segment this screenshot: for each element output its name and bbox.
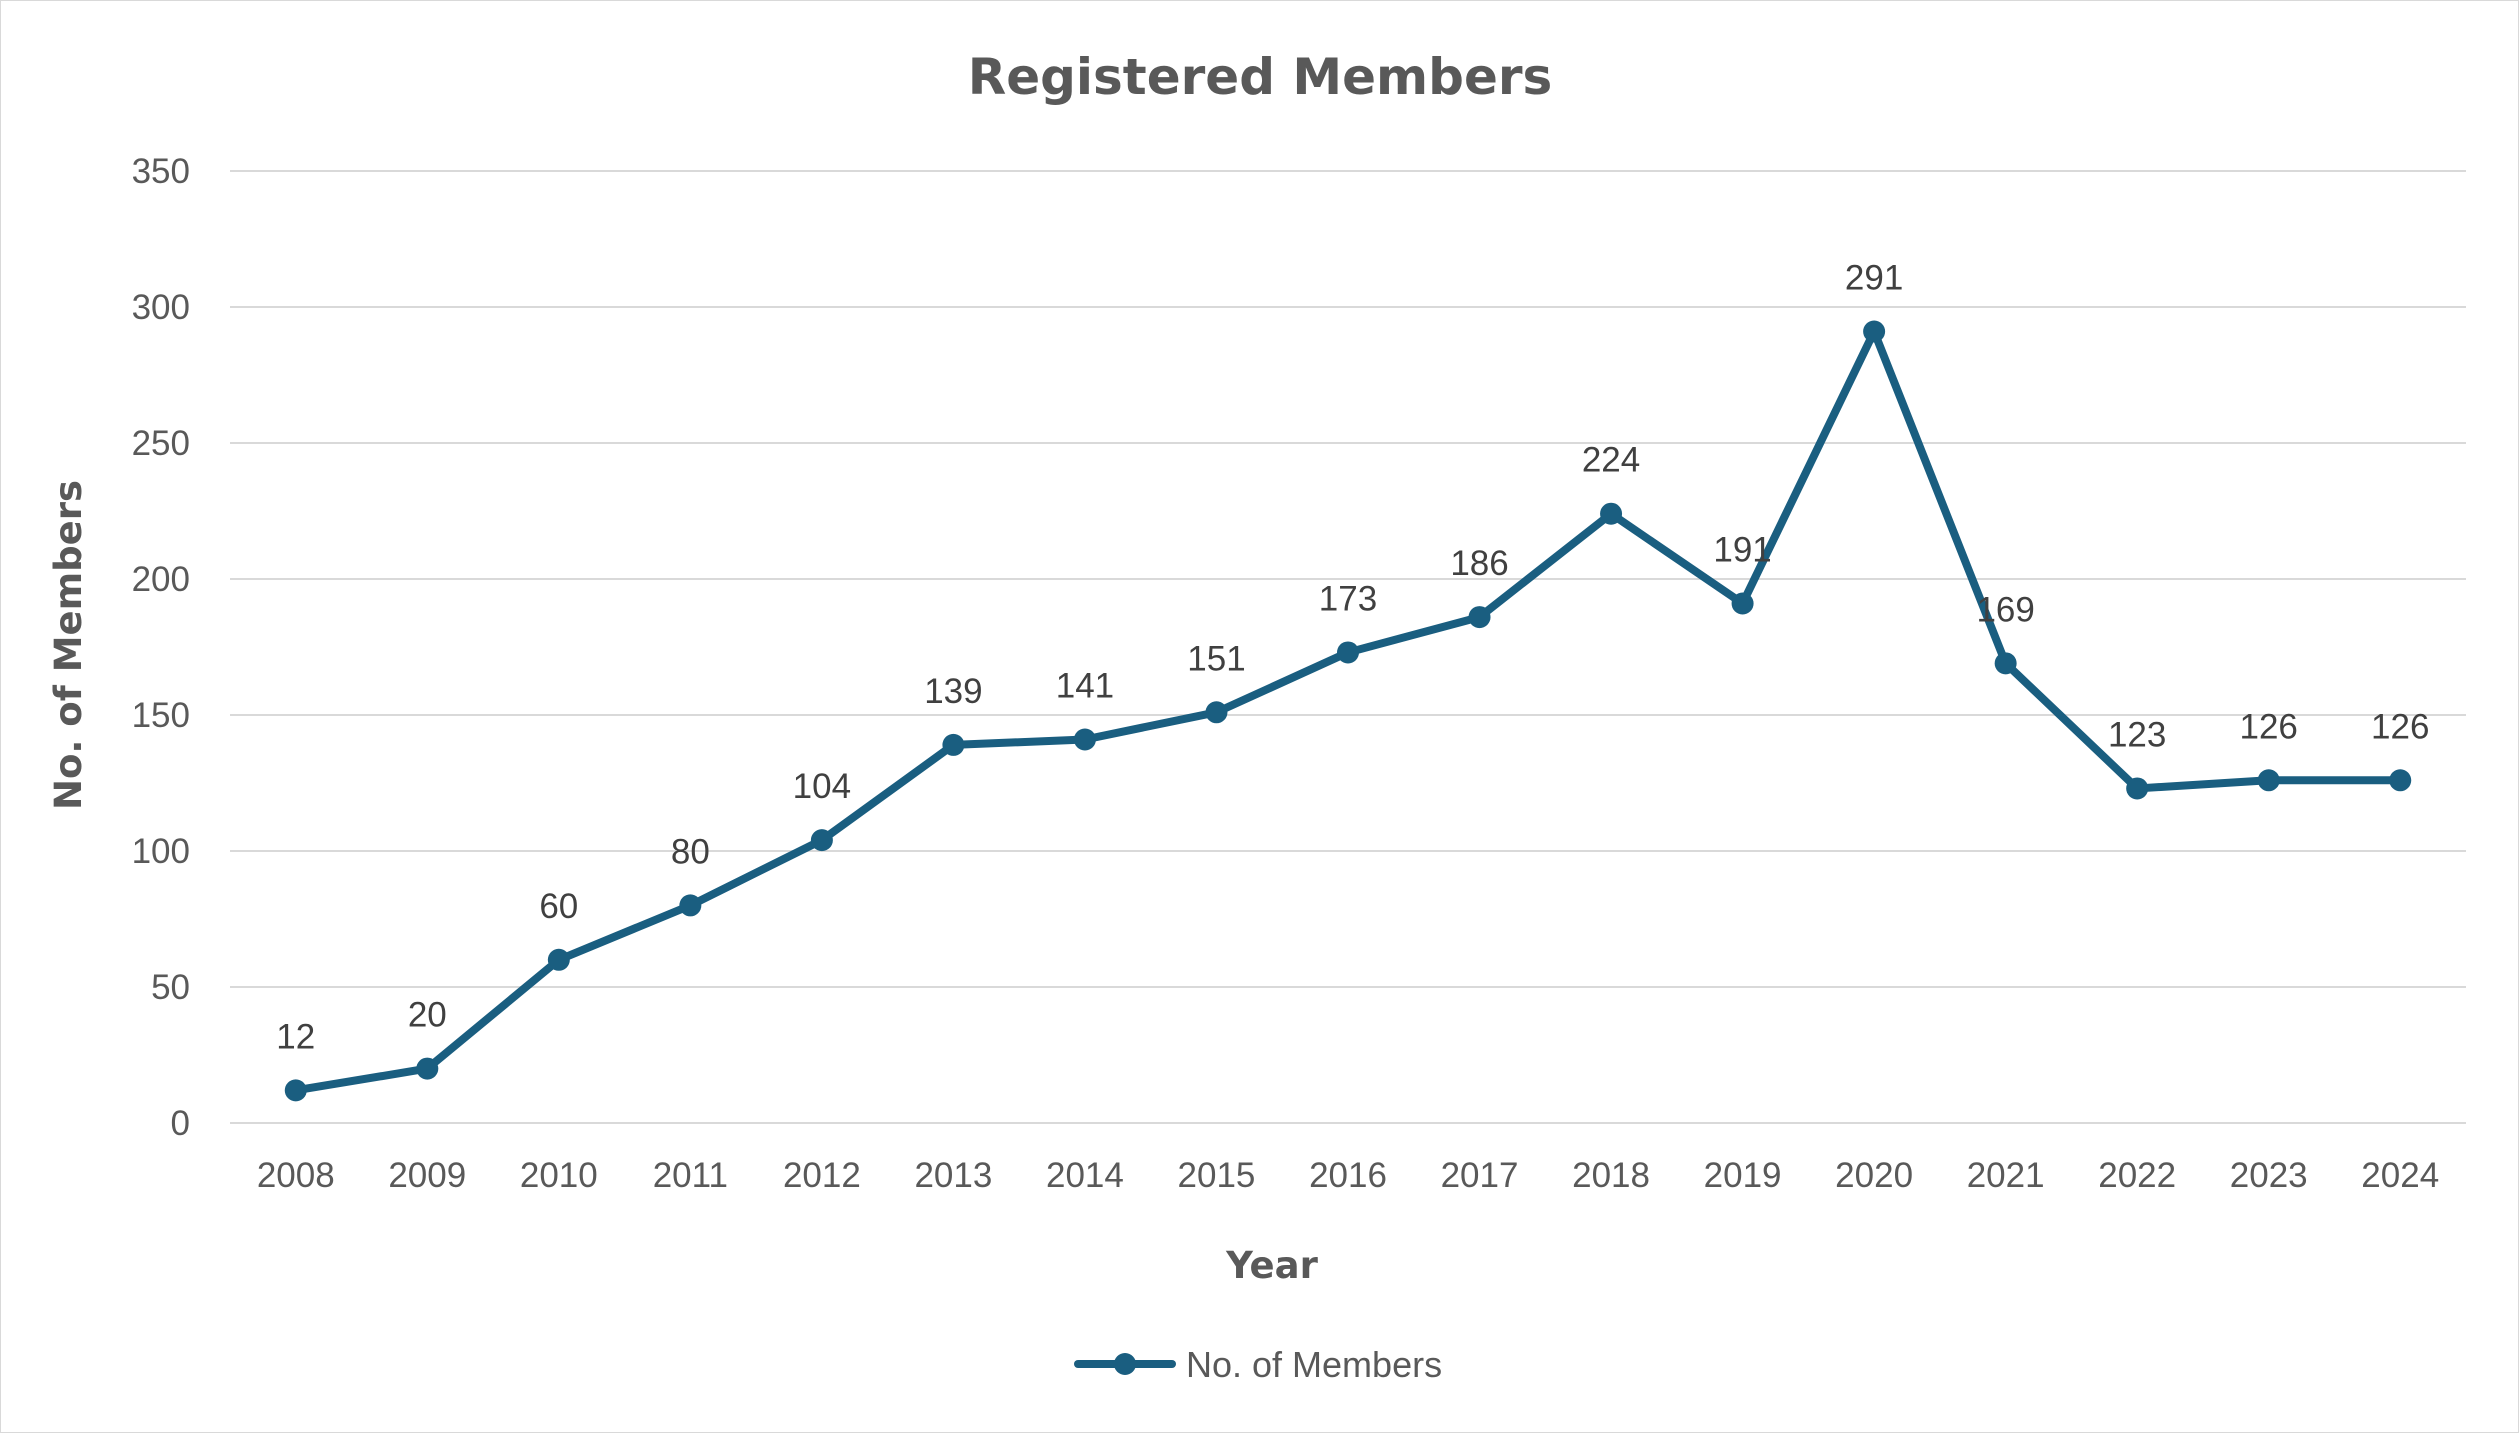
x-tick-label: 2010: [520, 1156, 598, 1195]
x-tick-label: 2023: [2230, 1156, 2308, 1195]
x-tick-label: 2013: [914, 1156, 992, 1195]
legend-marker-swatch: [1114, 1353, 1136, 1375]
y-tick-label: 150: [132, 696, 190, 735]
gridlines: [230, 170, 2466, 1124]
data-label: 123: [2108, 715, 2166, 754]
y-tick-label: 50: [151, 968, 190, 1007]
data-labels: 12 20 60 80 104 139 141 151 173 186 224 191 291 169 12…: [276, 258, 2429, 1056]
x-tick-label: 2011: [653, 1156, 728, 1195]
data-point: [942, 733, 965, 756]
data-point: [810, 829, 833, 852]
data-label: 60: [539, 887, 578, 926]
data-label: 173: [1319, 579, 1377, 618]
data-label: 186: [1450, 544, 1508, 583]
y-tick-label: 200: [132, 560, 190, 599]
x-tick-label: 2008: [257, 1156, 335, 1195]
x-tick-label: 2020: [1835, 1156, 1913, 1195]
data-point: [1994, 652, 2017, 675]
legend: No. of Members: [1074, 1344, 1442, 1385]
data-point: [1073, 728, 1096, 751]
series-line: [291, 327, 2405, 1095]
data-point: [1205, 701, 1228, 724]
x-tick-label: 2016: [1309, 1156, 1387, 1195]
x-axis-ticks: 2008 2009 2010 2011 2012 2013 2014 2015 2016 2017…: [257, 1156, 2439, 1195]
x-tick-label: 2021: [1967, 1156, 2045, 1195]
data-label: 151: [1187, 639, 1245, 678]
chart-title: Registered Members: [968, 48, 1553, 106]
data-label: 20: [408, 996, 447, 1035]
data-point: [284, 1079, 307, 1102]
y-tick-label: 350: [132, 152, 190, 191]
data-point: [547, 948, 570, 971]
data-label: 12: [276, 1017, 315, 1056]
y-axis-title: No. of Members: [47, 480, 90, 810]
data-point: [2257, 769, 2280, 792]
data-label: 224: [1582, 441, 1640, 480]
x-axis-title: Year: [1225, 1244, 1318, 1287]
data-point: [1600, 502, 1623, 525]
y-axis-ticks: 0 50 100 150 200 250 300 350: [132, 152, 190, 1143]
data-point: [679, 894, 702, 917]
y-tick-label: 0: [171, 1104, 190, 1143]
data-point: [2126, 777, 2149, 800]
data-point: [2389, 769, 2412, 792]
data-label: 141: [1056, 666, 1114, 705]
series-layer: [284, 320, 2412, 1102]
data-label: 191: [1713, 530, 1771, 569]
y-tick-label: 100: [132, 832, 190, 871]
data-point: [1337, 641, 1359, 664]
x-tick-label: 2017: [1441, 1156, 1519, 1195]
data-label: 291: [1845, 258, 1903, 297]
data-point: [1731, 592, 1754, 615]
data-label: 139: [924, 672, 982, 711]
data-label: 126: [2371, 707, 2429, 746]
data-label: 104: [793, 767, 851, 806]
data-point: [416, 1057, 439, 1080]
data-point: [1863, 320, 1886, 343]
y-tick-label: 250: [132, 424, 190, 463]
data-label: 126: [2240, 707, 2298, 746]
data-point: [1468, 606, 1491, 629]
data-label: 80: [671, 832, 710, 871]
x-tick-label: 2012: [783, 1156, 861, 1195]
x-tick-label: 2019: [1704, 1156, 1782, 1195]
x-tick-label: 2014: [1046, 1156, 1124, 1195]
x-tick-label: 2018: [1572, 1156, 1650, 1195]
x-tick-label: 2024: [2361, 1156, 2439, 1195]
data-label: 169: [1976, 590, 2034, 629]
x-tick-label: 2009: [388, 1156, 466, 1195]
legend-label: No. of Members: [1186, 1344, 1442, 1385]
y-tick-label: 300: [132, 288, 190, 327]
x-tick-label: 2022: [2098, 1156, 2176, 1195]
x-tick-label: 2015: [1178, 1156, 1256, 1195]
